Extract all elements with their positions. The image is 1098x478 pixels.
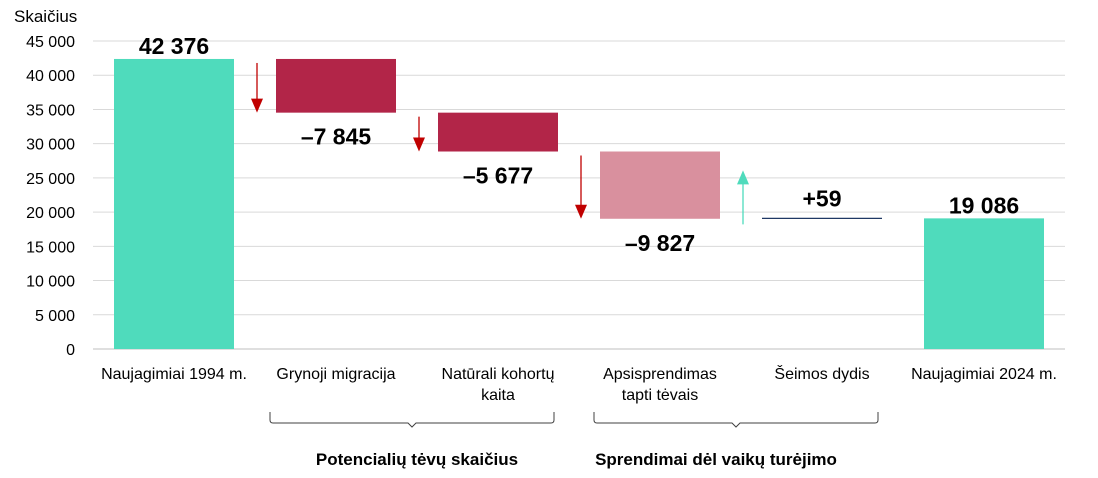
category-label: Naujagimiai 1994 m. [101, 366, 247, 383]
down-arrow-head [575, 204, 587, 219]
y-tick-label: 25 000 [26, 171, 75, 188]
bar-total [114, 58, 234, 349]
down-arrow-head [413, 137, 425, 152]
category-labels: Naujagimiai 1994 m. Grynoji migracija Natū… [101, 364, 1057, 404]
up-arrow-head [737, 170, 749, 185]
y-axis-title: Skaičius [14, 7, 77, 26]
data-label: +59 [802, 185, 841, 211]
y-tick-label: 20 000 [26, 205, 75, 222]
category-label: Šeimos dydis [774, 364, 869, 383]
group-bracket [269, 412, 555, 428]
gridlines [93, 40, 1065, 350]
y-tick-label: 10 000 [26, 274, 75, 291]
y-tick-label: 45 000 [26, 34, 75, 51]
data-label: –5 677 [463, 163, 533, 189]
down-arrow-head [251, 98, 263, 113]
category-label: Naujagimiai 2024 m. [911, 366, 1057, 383]
group-label: Potencialių tėvų skaičius [316, 450, 518, 469]
category-label: tapti tėvais [622, 387, 698, 404]
data-label: –9 827 [625, 230, 695, 256]
y-tick-label: 40 000 [26, 68, 75, 85]
bar-total [924, 218, 1044, 349]
data-labels: 42 376 –7 845 –5 677 –9 827 +59 19 086 [139, 33, 1019, 256]
group-brackets: Potencialių tėvų skaičius Sprendimai dėl … [269, 412, 879, 469]
category-label: Grynoji migracija [276, 366, 395, 383]
group-bracket [593, 412, 879, 428]
group-label: Sprendimai dėl vaikų turėjimo [595, 450, 837, 469]
category-label: kaita [481, 387, 515, 404]
y-axis: 0 5 000 10 000 15 000 20 000 25 000 30 000 35 0… [26, 34, 75, 359]
data-label: 42 376 [139, 33, 209, 59]
bar-delta [438, 112, 558, 152]
bars [114, 58, 1044, 349]
bar-delta [600, 151, 720, 219]
data-label: 19 086 [949, 192, 1019, 218]
y-tick-label: 5 000 [35, 308, 75, 325]
arrows [251, 62, 749, 225]
category-label: Apsisprendimas [603, 366, 717, 383]
data-label: –7 845 [301, 124, 372, 150]
y-tick-label: 30 000 [26, 137, 75, 154]
bar-delta [276, 58, 396, 113]
category-label: Natūrali kohortų [442, 366, 555, 383]
y-tick-label: 0 [66, 342, 75, 359]
y-tick-label: 15 000 [26, 239, 75, 256]
y-tick-label: 35 000 [26, 102, 75, 119]
